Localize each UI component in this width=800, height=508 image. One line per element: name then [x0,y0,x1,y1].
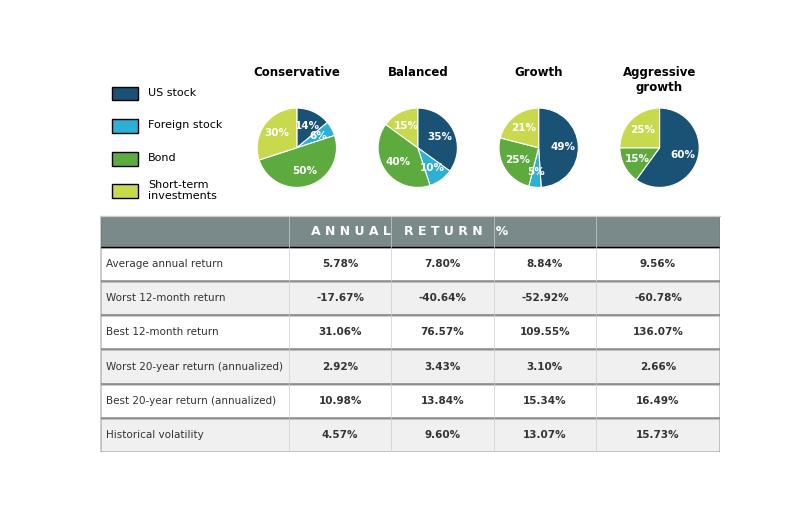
Text: 5%: 5% [527,167,546,177]
FancyBboxPatch shape [100,384,720,418]
Text: 109.55%: 109.55% [519,327,570,337]
Wedge shape [297,108,327,148]
Text: 30%: 30% [265,129,290,138]
Text: 25%: 25% [630,125,654,135]
Text: Balanced: Balanced [387,66,448,79]
Text: A N N U A L   R E T U R N   %: A N N U A L R E T U R N % [311,225,509,238]
Text: 3.43%: 3.43% [424,362,461,371]
Text: 31.06%: 31.06% [318,327,362,337]
Text: 15%: 15% [394,121,419,131]
Text: Foreign stock: Foreign stock [148,120,222,130]
Text: 21%: 21% [511,123,536,133]
Wedge shape [529,148,541,187]
FancyBboxPatch shape [112,86,138,101]
Text: 4.57%: 4.57% [322,430,358,440]
Text: 3.10%: 3.10% [526,362,563,371]
Wedge shape [500,108,538,148]
Text: 15.34%: 15.34% [523,396,566,406]
Wedge shape [418,148,450,185]
Text: Average annual return: Average annual return [106,259,223,269]
Wedge shape [418,108,458,171]
Text: 9.60%: 9.60% [425,430,461,440]
FancyBboxPatch shape [112,119,138,133]
Text: 15.73%: 15.73% [636,430,680,440]
Text: 49%: 49% [550,142,576,152]
Text: 13.84%: 13.84% [421,396,464,406]
Wedge shape [499,138,538,186]
Text: Bond: Bond [148,153,177,163]
Text: 10.98%: 10.98% [318,396,362,406]
Wedge shape [620,108,659,148]
Wedge shape [538,108,578,187]
Text: 40%: 40% [386,157,410,167]
Text: -17.67%: -17.67% [316,293,364,303]
Text: 8.84%: 8.84% [526,259,563,269]
FancyBboxPatch shape [100,315,720,350]
Wedge shape [257,108,297,160]
Text: 15%: 15% [625,154,650,164]
Text: Conservative: Conservative [254,66,340,79]
FancyBboxPatch shape [100,247,720,281]
Text: -60.78%: -60.78% [634,293,682,303]
Text: 6%: 6% [310,131,327,141]
FancyBboxPatch shape [100,418,720,452]
FancyBboxPatch shape [100,350,720,384]
Text: 13.07%: 13.07% [523,430,566,440]
Wedge shape [636,108,699,187]
Text: Growth: Growth [514,66,563,79]
Wedge shape [259,136,337,187]
Text: 136.07%: 136.07% [633,327,683,337]
Text: -52.92%: -52.92% [521,293,569,303]
Wedge shape [297,122,334,148]
FancyBboxPatch shape [112,151,138,166]
Text: Best 12-month return: Best 12-month return [106,327,219,337]
Text: 25%: 25% [505,155,530,165]
FancyBboxPatch shape [100,281,720,315]
Text: Worst 12-month return: Worst 12-month return [106,293,226,303]
Text: 5.78%: 5.78% [322,259,358,269]
Text: US stock: US stock [148,88,197,98]
FancyBboxPatch shape [112,184,138,198]
Text: 2.92%: 2.92% [322,362,358,371]
Text: -40.64%: -40.64% [418,293,466,303]
Text: 16.49%: 16.49% [636,396,680,406]
Text: 14%: 14% [294,120,320,131]
Text: Short-term
investments: Short-term investments [148,179,218,201]
Text: 60%: 60% [670,150,695,161]
Text: 2.66%: 2.66% [640,362,676,371]
Text: Best 20-year return (annualized): Best 20-year return (annualized) [106,396,276,406]
Text: 50%: 50% [292,166,317,176]
Text: Historical volatility: Historical volatility [106,430,204,440]
Wedge shape [378,124,430,187]
Text: 10%: 10% [420,163,445,173]
Text: Worst 20-year return (annualized): Worst 20-year return (annualized) [106,362,283,371]
Text: 9.56%: 9.56% [640,259,676,269]
Text: Aggressive
growth: Aggressive growth [623,66,696,93]
Text: 35%: 35% [427,132,452,142]
Text: 7.80%: 7.80% [424,259,461,269]
Wedge shape [386,108,418,148]
Text: 76.57%: 76.57% [421,327,465,337]
FancyBboxPatch shape [100,216,720,247]
Wedge shape [620,148,659,180]
